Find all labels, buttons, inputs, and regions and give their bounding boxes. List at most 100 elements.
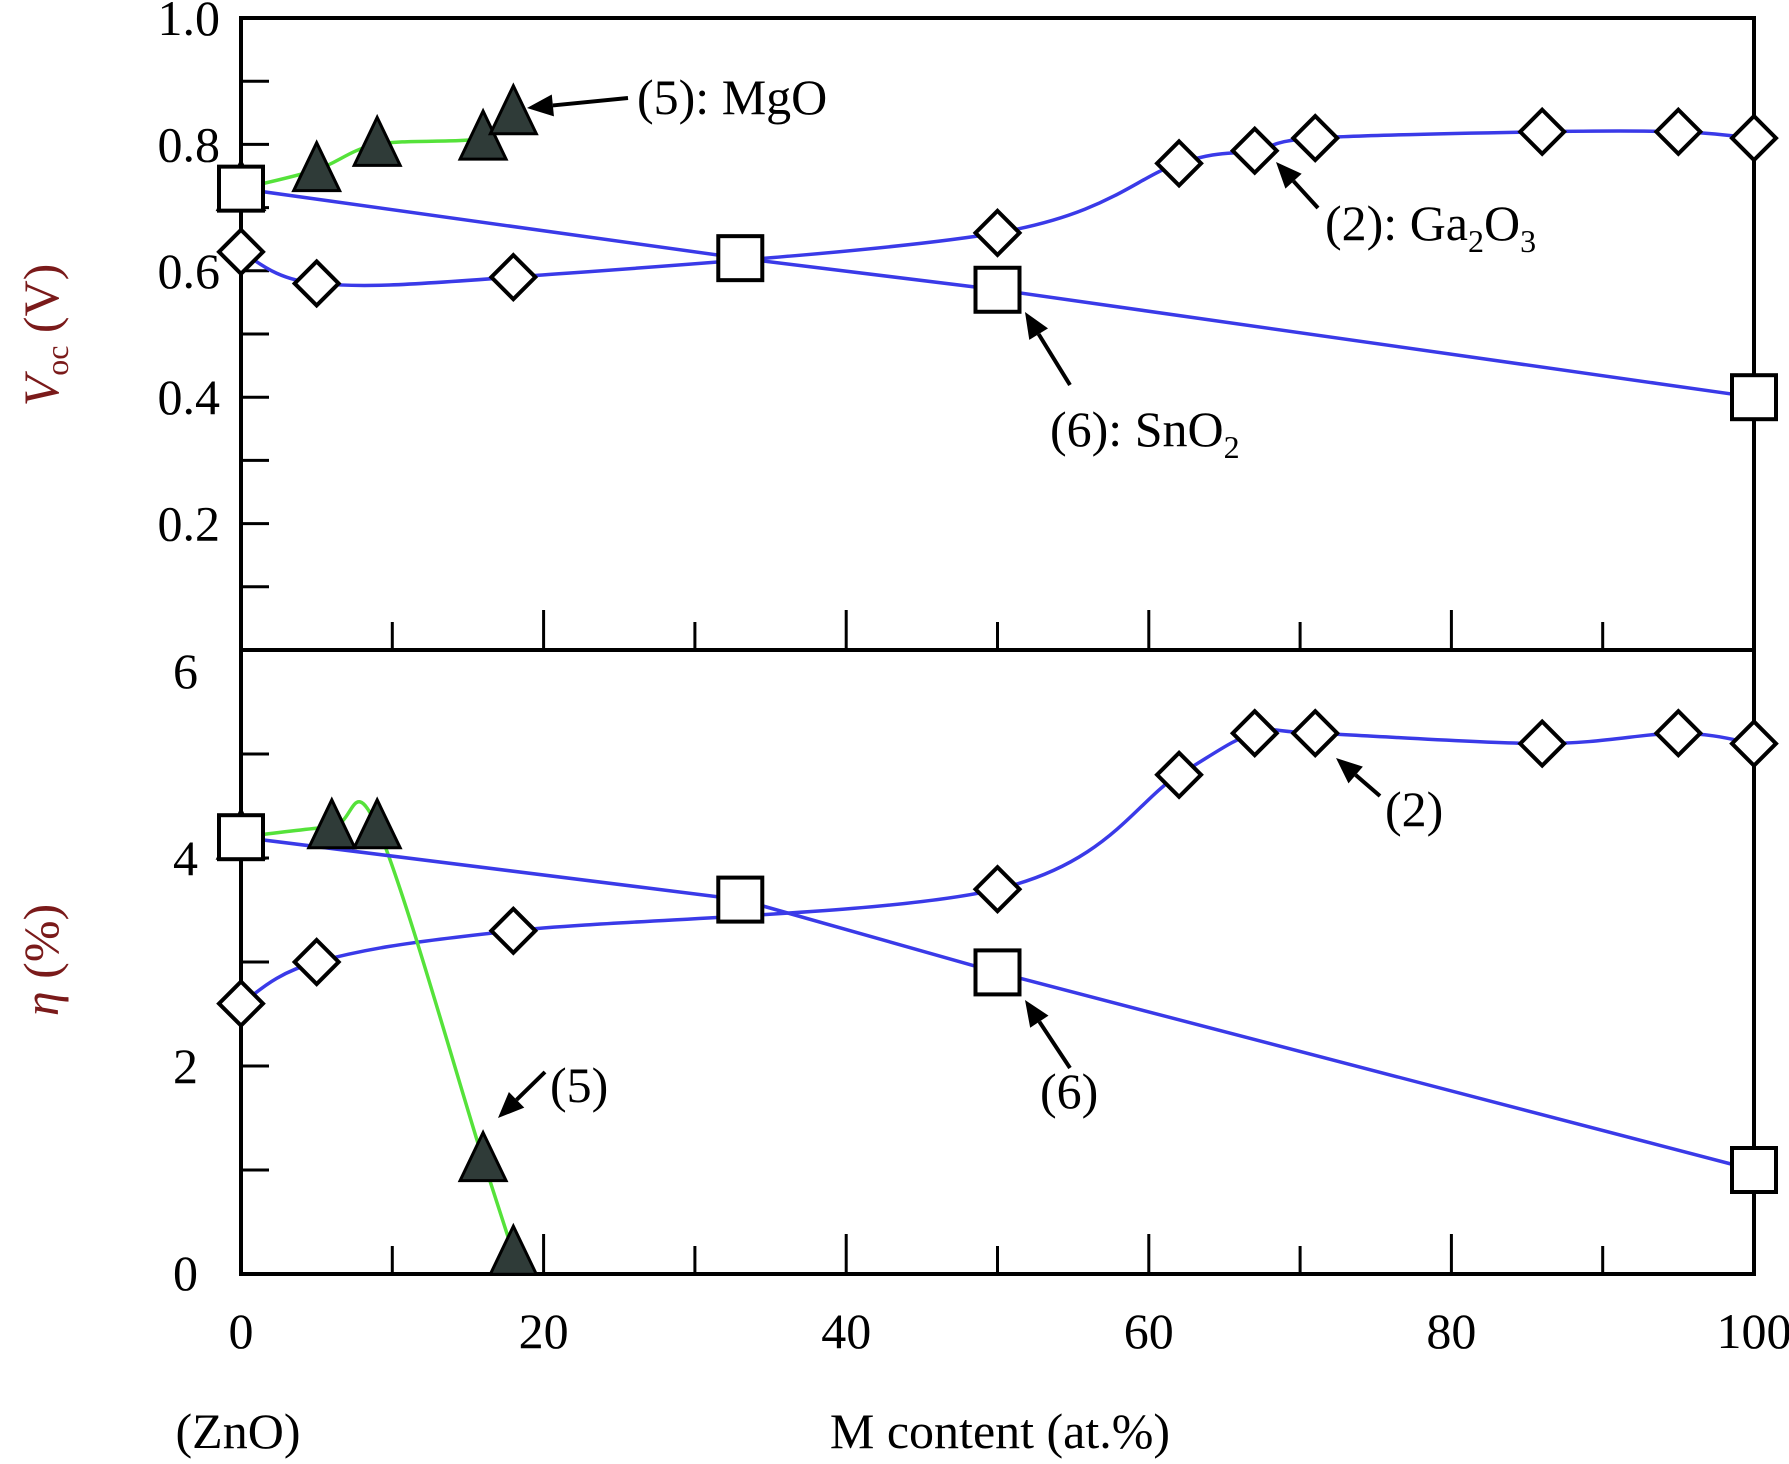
bottom-diamond-point xyxy=(488,905,539,956)
ylabel-sub: oc xyxy=(39,346,75,376)
annotation-6-bottom: (6) xyxy=(1040,1063,1098,1119)
bottom-diamond-point xyxy=(291,937,342,987)
top-y-tick-label: 0.8 xyxy=(158,116,221,172)
bottom-triangle-point xyxy=(306,796,358,850)
annot-ga-sub2: 3 xyxy=(1520,223,1536,259)
arrow-6-bottom-head xyxy=(1025,1000,1049,1028)
bottom-square-point xyxy=(716,875,765,924)
x-tick-label: 80 xyxy=(1426,1303,1476,1359)
bottom-y-tick-label: 2 xyxy=(173,1038,198,1094)
top-y-tick-label: 1.0 xyxy=(158,0,221,46)
top-square-point xyxy=(1730,373,1778,422)
ylabel-unit: (%) xyxy=(13,904,69,991)
tick-marks xyxy=(241,79,1605,1274)
annotation-mgo-top: (5): MgO xyxy=(637,69,827,125)
bottom-diamond-point xyxy=(1290,708,1341,759)
x-axis-title: M content (at.%) xyxy=(830,1403,1170,1459)
bottom-diamond-point xyxy=(1517,718,1568,769)
bottom-square-point xyxy=(217,813,265,862)
bottom-triangle-point xyxy=(457,1129,509,1183)
top-diamond-point xyxy=(972,208,1023,258)
bottom-y-tick-label: 0 xyxy=(173,1245,198,1301)
bottom-diamond-point xyxy=(216,978,266,1029)
bottom-y-tick-label: 4 xyxy=(173,830,198,886)
top-y-axis-title: Voc (V) xyxy=(13,264,75,407)
top-y-tick-label: 0.6 xyxy=(158,243,221,299)
arrow-6-bottom-shaft xyxy=(1037,1020,1072,1070)
top-square-point xyxy=(217,164,265,213)
annot-ga-text: (2): Ga xyxy=(1325,195,1468,251)
arrow-ga2o3-top-shaft xyxy=(1292,179,1320,210)
x-tick-label: 100 xyxy=(1717,1303,1789,1359)
top-panel-frame xyxy=(239,16,1756,652)
bottom-square-point xyxy=(1730,1146,1778,1194)
ylabel-main: V xyxy=(13,370,69,406)
arrow-sno2-top-shaft xyxy=(1036,333,1072,387)
top-y-tick-label: 0.2 xyxy=(158,496,221,552)
top-square-point xyxy=(716,234,765,283)
bottom-y-tick-label: 6 xyxy=(173,643,198,699)
annotation-2-bottom: (2) xyxy=(1385,781,1443,837)
top-triangle-point xyxy=(487,82,539,136)
bottom-y-axis-title: η (%) xyxy=(13,904,69,1016)
arrow-5-bottom-head xyxy=(498,1091,525,1118)
top-series-line-2 xyxy=(240,186,1755,399)
x-tick-label: 20 xyxy=(519,1303,569,1359)
annotation-ga2o3-top: (2): Ga2O3 xyxy=(1325,195,1536,259)
bottom-series-line-1 xyxy=(240,800,516,1254)
arrow-2-bottom xyxy=(1336,758,1382,798)
top-diamond-point xyxy=(1154,138,1204,189)
arrow-mgo-top-shaft xyxy=(552,96,629,108)
bottom-panel-markers xyxy=(215,708,1779,1276)
annot-sn-text: (6): SnO xyxy=(1050,401,1224,457)
top-diamond-point xyxy=(1229,125,1280,176)
arrow-sno2-top xyxy=(1025,312,1072,387)
arrow-5-bottom-shaft xyxy=(515,1070,547,1102)
x-tick-label: 40 xyxy=(821,1303,871,1359)
top-diamond-point xyxy=(1729,113,1779,163)
bottom-square-point xyxy=(973,948,1022,997)
bottom-y-tick-labels: 0 2 4 6 xyxy=(173,643,198,1301)
annotation-sno2-top: (6): SnO2 xyxy=(1050,401,1240,465)
bottom-series-line-2 xyxy=(240,835,1755,1172)
x-tick-label: 0 xyxy=(229,1303,254,1359)
arrow-sno2-top-head xyxy=(1025,312,1049,340)
top-diamond-point xyxy=(1653,106,1704,157)
top-triangle-point xyxy=(291,139,343,193)
top-y-tick-labels: 0.2 0.4 0.6 0.8 1.0 xyxy=(158,0,221,552)
arrow-ga2o3-top xyxy=(1276,162,1320,210)
top-diamond-point xyxy=(488,252,539,302)
annot-ga-sub1: 2 xyxy=(1468,223,1484,259)
arrow-5-bottom xyxy=(498,1070,547,1118)
arrow-2-bottom-shaft xyxy=(1354,773,1382,798)
bottom-diamond-point xyxy=(1154,749,1204,800)
top-diamond-point xyxy=(1517,106,1568,157)
top-y-tick-label: 0.4 xyxy=(158,369,221,425)
bottom-diamond-point xyxy=(972,864,1023,915)
bottom-triangle-point xyxy=(487,1222,539,1276)
top-diamond-point xyxy=(1290,113,1341,163)
top-panel-markers xyxy=(215,82,1779,422)
annot-ga-mid: O xyxy=(1484,195,1520,251)
x-axis-note: (ZnO) xyxy=(176,1403,301,1459)
annotation-arrows xyxy=(498,94,1382,1118)
bottom-triangle-point xyxy=(351,796,403,850)
top-diamond-point xyxy=(291,258,342,309)
arrow-ga2o3-top-head xyxy=(1276,162,1302,189)
ylabel-main: η xyxy=(13,991,69,1016)
annot-sn-sub1: 2 xyxy=(1224,429,1240,465)
arrow-6-bottom xyxy=(1025,1000,1072,1070)
x-tick-labels: 0 20 40 60 80 100 xyxy=(229,1303,1789,1359)
top-triangle-point xyxy=(351,113,403,167)
top-square-point xyxy=(973,265,1022,314)
top-diamond-point xyxy=(216,227,266,277)
arrow-mgo-top-head xyxy=(527,94,554,117)
arrow-2-bottom-head xyxy=(1336,758,1363,784)
annotation-5-bottom: (5) xyxy=(550,1057,608,1113)
arrow-mgo-top xyxy=(527,94,629,117)
bottom-diamond-point xyxy=(1653,708,1704,759)
ylabel-unit: (V) xyxy=(13,264,69,346)
bottom-diamond-point xyxy=(1729,718,1779,769)
bottom-diamond-point xyxy=(1229,708,1280,759)
